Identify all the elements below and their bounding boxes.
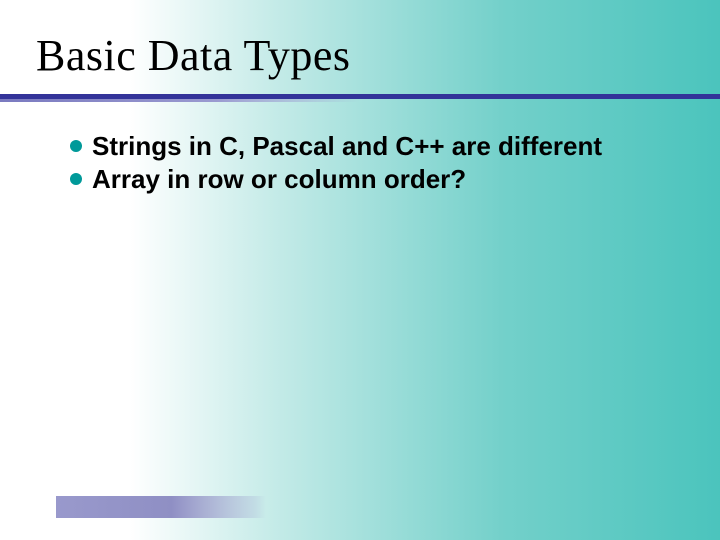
- bullet-text: Strings in C, Pascal and C++ are differe…: [92, 130, 602, 163]
- bullet-text: Array in row or column order?: [92, 163, 466, 196]
- footer-accent-bar: [56, 496, 266, 518]
- slide-title: Basic Data Types: [36, 30, 720, 81]
- bullet-item: Array in row or column order?: [70, 163, 650, 196]
- slide-title-bar: Basic Data Types: [36, 30, 720, 81]
- title-underline: [0, 94, 720, 99]
- bullet-dot-icon: [70, 173, 82, 185]
- bullet-dot-icon: [70, 140, 82, 152]
- slide-content: Strings in C, Pascal and C++ are differe…: [70, 130, 650, 195]
- bullet-item: Strings in C, Pascal and C++ are differe…: [70, 130, 650, 163]
